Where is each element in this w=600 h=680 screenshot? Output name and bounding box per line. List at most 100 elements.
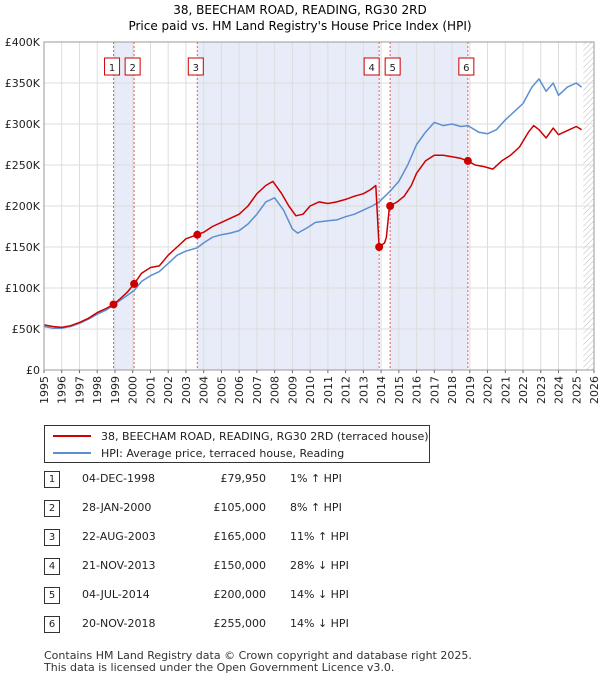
sale-row: 3 22-AUG-2003 £165,000 11% ↑ HPI bbox=[44, 529, 404, 549]
sale-number-badge: 1 bbox=[44, 471, 60, 488]
x-tick-label: 2007 bbox=[251, 376, 264, 404]
x-tick-label: 2024 bbox=[553, 376, 566, 404]
sale-annotation-label: 6 bbox=[463, 63, 469, 74]
y-tick-label: £250K bbox=[5, 159, 41, 172]
sale-price: £79,950 bbox=[220, 472, 267, 485]
x-tick-label: 1999 bbox=[109, 376, 122, 404]
sale-hpi-diff: 14% ↓ HPI bbox=[290, 617, 349, 630]
legend-label-price: 38, BEECHAM ROAD, READING, RG30 2RD (ter… bbox=[101, 429, 429, 443]
x-axis-ticks: 1995 1996 1997 1998 1999 2000 2001 2002 2003 2004… bbox=[38, 370, 600, 404]
sale-annotation-box bbox=[187, 57, 204, 76]
x-tick-label: 2016 bbox=[411, 376, 424, 404]
price-line bbox=[43, 124, 582, 329]
sale-annotation-box bbox=[384, 57, 401, 76]
sale-price: £255,000 bbox=[213, 617, 267, 630]
x-tick-label: 2025 bbox=[570, 376, 583, 404]
y-tick-label: £100K bbox=[5, 282, 41, 295]
y-tick-label: £350K bbox=[5, 77, 41, 90]
sale-annotation-box bbox=[458, 57, 475, 76]
sale-date: 21-NOV-2013 bbox=[82, 559, 156, 572]
sale-annotation-box bbox=[363, 57, 380, 76]
sale-date: 04-JUL-2014 bbox=[82, 588, 150, 601]
x-tick-label: 2014 bbox=[375, 376, 388, 404]
sale-annotation: 4 bbox=[363, 57, 380, 76]
sale-annotation: 3 bbox=[187, 57, 204, 76]
x-tick-label: 2022 bbox=[517, 376, 530, 404]
sale-date: 20-NOV-2018 bbox=[82, 617, 156, 630]
x-tick-label: 2005 bbox=[215, 376, 228, 404]
x-tick-label: 1997 bbox=[73, 376, 86, 404]
sale-annotation-label: 4 bbox=[368, 63, 374, 74]
sale-number-badge: 2 bbox=[44, 500, 60, 517]
sale-annotation-label: 3 bbox=[193, 63, 199, 74]
legend-item-hpi: HPI: Average price, terraced house, Read… bbox=[53, 445, 344, 461]
legend-swatch-hpi bbox=[53, 452, 91, 454]
x-tick-label: 2023 bbox=[535, 376, 548, 404]
x-tick-label: 2026 bbox=[588, 376, 600, 404]
sale-hpi-diff: 1% ↑ HPI bbox=[290, 472, 342, 485]
sale-annotation-box bbox=[104, 57, 121, 76]
x-tick-label: 2017 bbox=[428, 376, 441, 404]
legend-item-price: 38, BEECHAM ROAD, READING, RG30 2RD (ter… bbox=[53, 428, 429, 444]
x-tick-label: 2020 bbox=[482, 376, 495, 404]
y-tick-label: £300K bbox=[5, 118, 41, 131]
x-tick-label: 2019 bbox=[464, 376, 477, 404]
y-tick-label: £50K bbox=[12, 323, 41, 336]
sale-hpi-diff: 28% ↓ HPI bbox=[290, 559, 349, 572]
sale-annotation: 2 bbox=[124, 57, 141, 76]
x-tick-label: 2000 bbox=[127, 376, 140, 404]
sale-number-badge: 5 bbox=[44, 587, 60, 604]
y-tick-label: £0 bbox=[26, 364, 40, 377]
x-tick-label: 2021 bbox=[499, 376, 512, 404]
sale-annotation-label: 5 bbox=[389, 63, 395, 74]
sale-row: 6 20-NOV-2018 £255,000 14% ↓ HPI bbox=[44, 616, 404, 636]
sale-point bbox=[375, 243, 384, 251]
x-tick-label: 2015 bbox=[393, 376, 406, 404]
sale-number-badge: 3 bbox=[44, 529, 60, 546]
hpi-line bbox=[43, 78, 583, 329]
sale-date: 22-AUG-2003 bbox=[82, 530, 156, 543]
x-tick-label: 1995 bbox=[38, 376, 51, 404]
sale-annotation-boxes: 1 2 3 4 5 6 bbox=[104, 57, 475, 76]
sale-point bbox=[386, 202, 395, 210]
series-lines bbox=[43, 78, 583, 329]
y-tick-label: £150K bbox=[5, 241, 41, 254]
sale-number-badge: 4 bbox=[44, 558, 60, 575]
sale-price: £200,000 bbox=[213, 588, 267, 601]
x-tick-label: 2008 bbox=[269, 376, 282, 404]
sale-row: 2 28-JAN-2000 £105,000 8% ↑ HPI bbox=[44, 500, 404, 520]
x-tick-label: 1998 bbox=[91, 376, 104, 404]
x-tick-label: 2006 bbox=[233, 376, 246, 404]
x-tick-label: 1996 bbox=[56, 376, 69, 404]
plot-frame bbox=[43, 41, 595, 371]
x-tick-label: 2010 bbox=[304, 376, 317, 404]
sale-date: 04-DEC-1998 bbox=[82, 472, 156, 485]
chart-svg: 38, BEECHAM ROAD, READING, RG30 2RD Pric… bbox=[5, 3, 600, 404]
sale-row: 1 04-DEC-1998 £79,950 1% ↑ HPI bbox=[44, 471, 404, 491]
sale-annotation-label: 1 bbox=[109, 63, 115, 74]
sale-hpi-diff: 8% ↑ HPI bbox=[290, 501, 342, 514]
x-tick-label: 2003 bbox=[180, 376, 193, 404]
sale-price: £150,000 bbox=[213, 559, 267, 572]
chart-subtitle: Price paid vs. HM Land Registry's House … bbox=[128, 19, 471, 33]
y-tick-label: £400K bbox=[5, 36, 41, 49]
x-tick-label: 2011 bbox=[322, 376, 335, 404]
chart-title: 38, BEECHAM ROAD, READING, RG30 2RD bbox=[173, 3, 426, 17]
x-tick-label: 2009 bbox=[286, 376, 299, 404]
sale-point bbox=[130, 279, 139, 288]
footer-copyright: Contains HM Land Registry data © Crown c… bbox=[44, 649, 472, 662]
legend: 38, BEECHAM ROAD, READING, RG30 2RD (ter… bbox=[44, 425, 430, 463]
x-tick-label: 2001 bbox=[144, 376, 157, 404]
legend-label-hpi: HPI: Average price, terraced house, Read… bbox=[101, 446, 345, 460]
sale-points bbox=[109, 156, 472, 309]
footer-licence: This data is licensed under the Open Gov… bbox=[44, 661, 395, 674]
sale-point bbox=[109, 300, 118, 309]
grid bbox=[43, 41, 595, 371]
sale-point bbox=[463, 156, 472, 165]
x-tick-label: 2013 bbox=[357, 376, 370, 404]
sale-price: £105,000 bbox=[213, 501, 267, 514]
x-tick-label: 2018 bbox=[446, 376, 459, 404]
y-axis-ticks: £0 £50K £100K £150K £200K £250K £300K £350K £400… bbox=[5, 36, 41, 377]
sale-annotation: 1 bbox=[104, 57, 121, 76]
sale-hpi-diff: 11% ↑ HPI bbox=[290, 530, 349, 543]
